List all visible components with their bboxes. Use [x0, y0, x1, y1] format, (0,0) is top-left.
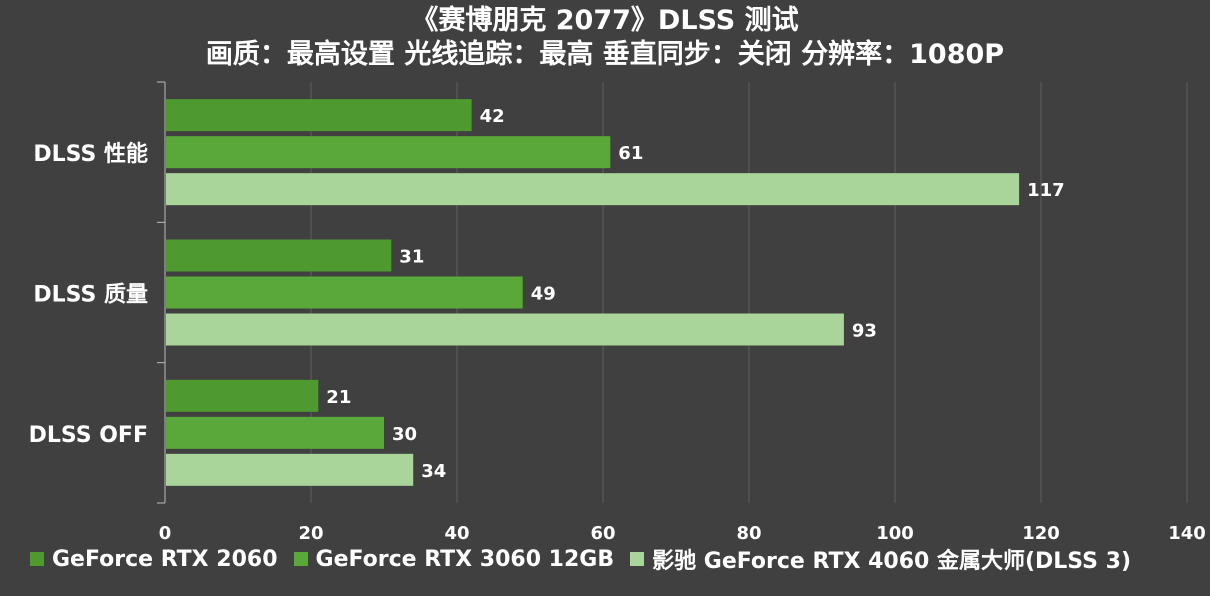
- x-tick-label: 20: [298, 523, 323, 544]
- legend-label: GeForce RTX 2060: [52, 546, 278, 572]
- axis-layer: 0 20 40 60 80 100 120 140 DLSS 性能 DLSS 质量 DLSS OFF: [29, 81, 1206, 544]
- bar: [166, 379, 319, 412]
- bar: [166, 416, 384, 449]
- x-tick-label: 80: [736, 523, 761, 544]
- category-label: DLSS 性能: [33, 141, 148, 167]
- legend-item: 影驰 GeForce RTX 4060 金属大师(DLSS 3): [630, 543, 1131, 575]
- x-tick-label: 140: [1168, 523, 1206, 544]
- data-label: 34: [421, 461, 446, 482]
- legend-item: GeForce RTX 3060 12GB: [293, 546, 615, 572]
- data-label: 93: [852, 321, 877, 342]
- bar-layer: [166, 99, 1020, 486]
- chart-title-block: 《赛博朋克 2077》DLSS 测试 画质：最高设置 光线追踪：最高 垂直同步：…: [0, 4, 1210, 72]
- category-label: DLSS OFF: [29, 423, 148, 448]
- data-label: 49: [531, 284, 556, 305]
- bar: [166, 276, 523, 309]
- data-label: 117: [1027, 180, 1065, 201]
- bar: [166, 99, 472, 132]
- bar: [166, 239, 392, 272]
- legend-swatch: [30, 552, 44, 566]
- data-label: 30: [392, 424, 417, 445]
- x-tick-label: 120: [1022, 523, 1060, 544]
- x-tick-label: 0: [159, 523, 172, 544]
- category-label: DLSS 质量: [33, 283, 148, 308]
- chart-legend: GeForce RTX 2060 GeForce RTX 3060 12GB 影驰 …: [30, 543, 1147, 575]
- legend-label: 影驰 GeForce RTX 4060 金属大师(DLSS 3): [652, 549, 1132, 574]
- legend-label: GeForce RTX 3060 12GB: [315, 546, 615, 572]
- x-tick-label: 60: [590, 523, 615, 544]
- bar: [166, 453, 414, 486]
- bar: [166, 136, 611, 169]
- legend-item: GeForce RTX 2060: [30, 547, 278, 572]
- bar: [166, 173, 1020, 206]
- data-label: 61: [618, 143, 643, 164]
- legend-swatch: [630, 552, 645, 566]
- x-tick-label: 100: [876, 523, 914, 544]
- chart-subtitle: 画质：最高设置 光线追踪：最高 垂直同步：关闭 分辨率：1080P: [205, 39, 1005, 70]
- data-label: 42: [480, 106, 505, 127]
- data-label: 21: [326, 387, 351, 408]
- bar: [166, 313, 844, 346]
- data-label: 31: [399, 247, 424, 268]
- legend-swatch: [293, 552, 308, 566]
- x-tick-label: 40: [444, 523, 469, 544]
- chart-title: 《赛博朋克 2077》DLSS 测试: [411, 5, 799, 36]
